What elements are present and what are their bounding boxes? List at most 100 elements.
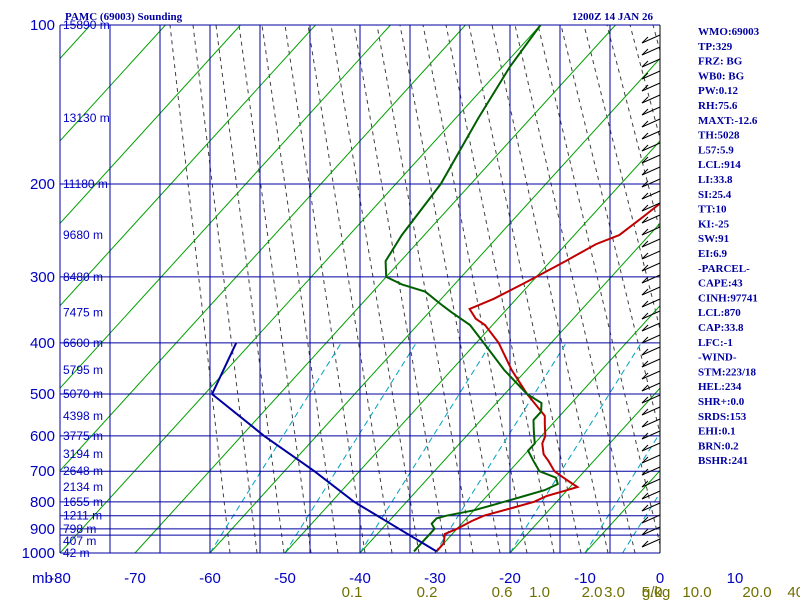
- dewpoint-line: [384, 25, 559, 553]
- height-label: 1211 m: [63, 509, 102, 523]
- index-value: BSHR:241: [698, 455, 748, 467]
- mixing-ratio-label: 20.0: [742, 584, 771, 600]
- wind-barb-flag: [641, 444, 649, 452]
- isotherm-line: [509, 387, 660, 553]
- isotherm-line: [60, 25, 166, 142]
- temperature-tick-label: -50: [274, 570, 296, 587]
- height-label: 3194 m: [63, 447, 103, 461]
- wind-barb-flag: [641, 396, 649, 404]
- temperature-tick-label: -60: [199, 570, 221, 587]
- wind-barb: [641, 46, 661, 56]
- mixing-ratio-label: 0.1: [342, 584, 363, 600]
- moist-adiabat-line: [215, 25, 285, 553]
- wind-barb: [641, 454, 661, 464]
- mixing-ratio-label: 5.0: [642, 584, 663, 600]
- wind-barb: [641, 310, 661, 320]
- index-value: KI:-25: [698, 218, 730, 230]
- mixing-ratio-line: [434, 342, 567, 553]
- stability-indices: WMO:69003 TP:329 FRZ: BG WB0: BG PW:0.12 RH:7…: [698, 26, 760, 467]
- mixing-ratio-label: 0.6: [492, 584, 513, 600]
- index-value: SRDS:153: [698, 411, 747, 423]
- wind-barb-flag: [641, 72, 649, 80]
- moist-adiabat-line: [284, 25, 366, 553]
- wind-barb-flag: [641, 216, 649, 224]
- wind-barb: [641, 70, 661, 80]
- wind-barbs: [641, 25, 661, 553]
- index-value: TH:5028: [698, 130, 740, 142]
- wind-barb: [641, 58, 661, 68]
- wind-barb-flag: [641, 480, 649, 488]
- wind-barb: [641, 118, 661, 128]
- temperature-tick-label: -80: [49, 570, 71, 587]
- wind-barb: [641, 82, 661, 92]
- isotherm-line: [134, 25, 616, 553]
- wind-barb-flag: [641, 180, 649, 188]
- pressure-tick-label: 200: [30, 176, 55, 193]
- wind-barb-flag: [641, 204, 649, 212]
- moist-adiabat-line: [376, 25, 474, 553]
- pressure-tick-label: 400: [30, 335, 55, 352]
- mixing-ratio-label: 40.0: [787, 584, 800, 600]
- height-label: 5795 m: [63, 363, 103, 377]
- moist-adiabats: [169, 25, 660, 553]
- mixing-ratio-label: 1.0: [529, 584, 550, 600]
- wind-barb-flag: [641, 132, 649, 140]
- station-title: PAMC (69003) Sounding: [65, 11, 183, 23]
- index-value: CAP:33.8: [698, 322, 744, 334]
- wind-barb: [641, 142, 661, 152]
- wind-barb-flag: [641, 540, 649, 548]
- wind-barb-flag: [641, 372, 649, 380]
- wind-barb: [641, 262, 661, 272]
- wind-barb-flag: [641, 300, 649, 308]
- index-value: STM:223/18: [698, 366, 757, 378]
- wind-barb-flag: [641, 420, 649, 428]
- height-label: 2134 m: [63, 480, 103, 494]
- wind-barb: [641, 490, 661, 500]
- wind-barb-flag: [641, 408, 649, 416]
- mixing-ratio-label: 0.2: [417, 584, 438, 600]
- wind-barb-flag: [641, 516, 649, 524]
- height-label: 2648 m: [63, 464, 103, 478]
- mixing-ratio-line: [209, 342, 342, 553]
- wind-barb-flag: [641, 468, 649, 476]
- index-value: CINH:97741: [698, 292, 758, 304]
- moist-adiabat-line: [399, 25, 501, 553]
- temperature-tick-label: -10: [574, 570, 596, 587]
- wind-barb: [641, 394, 661, 404]
- wind-barb: [641, 226, 661, 236]
- wind-barb: [641, 406, 661, 416]
- index-value: MAXT:-12.6: [698, 115, 758, 127]
- pressure-tick-label: 500: [30, 386, 55, 403]
- wind-barb-flag: [641, 276, 649, 284]
- index-value: LFC:-1: [698, 337, 733, 349]
- parcel-line: [210, 342, 438, 553]
- wind-barb: [641, 370, 661, 380]
- height-label: 15890 m: [63, 18, 110, 32]
- mixing-ratio-label: 3.0: [604, 584, 625, 600]
- moist-adiabat-line: [353, 25, 447, 553]
- wind-barb-flag: [641, 324, 649, 332]
- wind-barb-flag: [641, 144, 649, 152]
- index-value: SI:25.4: [698, 189, 732, 201]
- temperature-tick-label: -20: [499, 570, 521, 587]
- wind-barb: [641, 190, 661, 200]
- index-value: PW:0.12: [698, 85, 739, 97]
- wind-barb: [641, 286, 661, 296]
- mixing-ratio-line: [509, 342, 642, 553]
- wind-barb-flag: [641, 336, 649, 344]
- isotherm-line: [60, 25, 466, 472]
- wind-barb-flag: [641, 288, 649, 296]
- pressure-tick-label: 800: [30, 494, 55, 511]
- index-value: TT:10: [698, 204, 727, 216]
- wind-barb: [641, 154, 661, 164]
- wind-barb-flag: [641, 432, 649, 440]
- height-label: 798 m: [63, 522, 96, 536]
- temperature-tick-label: 0: [656, 570, 664, 587]
- wind-barb-flag: [641, 240, 649, 248]
- height-label: 42 m: [63, 546, 90, 560]
- isotherm-line: [60, 25, 316, 307]
- sounding-profiles: [210, 25, 660, 553]
- wind-barb-flag: [641, 192, 649, 200]
